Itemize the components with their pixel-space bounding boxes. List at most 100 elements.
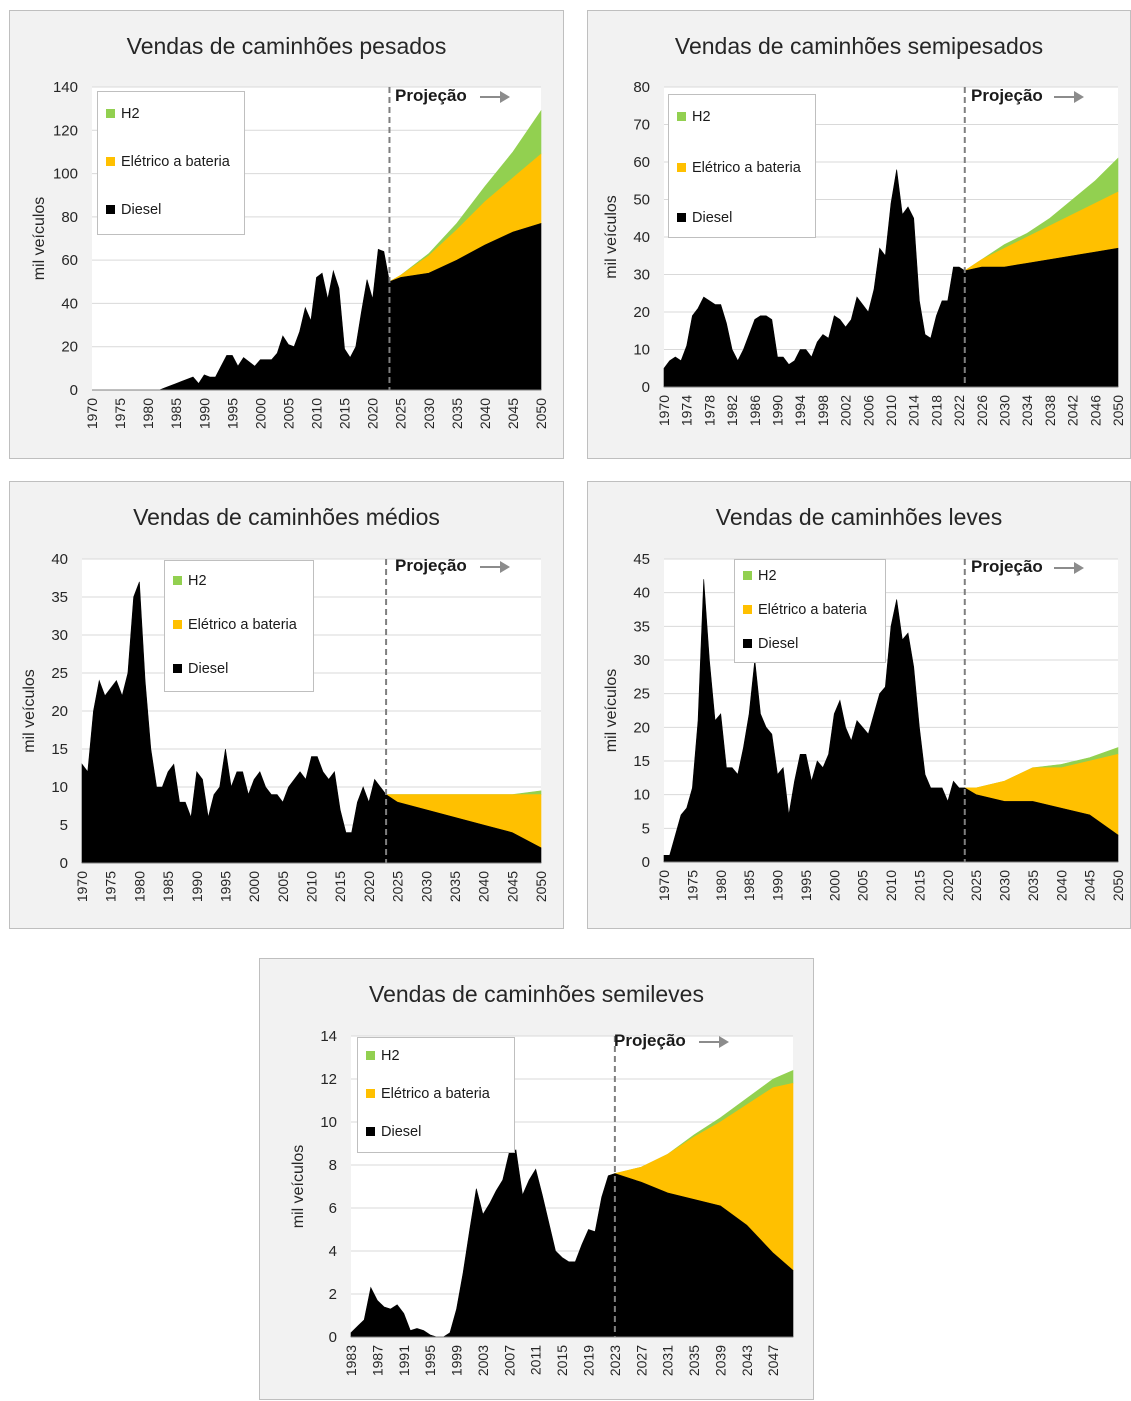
legend-swatch-h2 xyxy=(677,111,686,121)
legend-swatch-eletrico xyxy=(743,604,752,614)
y-tick-label: 15 xyxy=(51,741,68,758)
legend-label-eletrico: Elétrico a bateria xyxy=(692,160,801,176)
x-tick-label: 2050 xyxy=(533,871,549,902)
x-tick-label: 2011 xyxy=(528,1345,544,1375)
legend-item-diesel: Diesel xyxy=(173,661,228,677)
legend-swatch-diesel xyxy=(366,1126,375,1136)
x-tick-label: 1982 xyxy=(724,395,740,426)
x-tick-label: 2014 xyxy=(906,395,922,426)
x-tick-label: 2030 xyxy=(418,871,434,902)
x-tick-label: 2050 xyxy=(1110,870,1126,901)
x-tick-label: 1995 xyxy=(798,870,814,901)
legend-swatch-eletrico xyxy=(677,162,686,172)
projection-arrow-icon xyxy=(1054,91,1084,103)
legend-swatch-h2 xyxy=(743,570,752,580)
y-tick-label: 4 xyxy=(329,1243,337,1260)
y-tick-label: 45 xyxy=(633,551,650,568)
x-tick-label: 2019 xyxy=(580,1345,596,1376)
x-tick-label: 1999 xyxy=(449,1345,465,1376)
x-tick-label: 1970 xyxy=(656,870,672,901)
y-tick-label: 60 xyxy=(61,252,78,269)
x-tick-label: 2015 xyxy=(554,1345,570,1376)
legend-label-h2: H2 xyxy=(188,573,207,589)
x-tick-label: 2015 xyxy=(337,398,353,429)
y-axis-label: mil veículos xyxy=(603,669,620,753)
x-tick-label: 2005 xyxy=(275,871,291,902)
legend-swatch-diesel xyxy=(677,212,686,222)
x-tick-label: 1987 xyxy=(369,1345,385,1376)
chart-panel-semipesados: Vendas de caminhões semipesados 0 10 20 30 4… xyxy=(587,10,1131,459)
legend-item-h2: H2 xyxy=(173,573,207,589)
x-tick-label: 1985 xyxy=(168,398,184,429)
chart-legend: H2 Elétrico a bateria Diesel xyxy=(668,94,816,238)
chart-title: Vendas de caminhões médios xyxy=(133,504,440,530)
x-tick-label: 2035 xyxy=(449,398,465,429)
x-tick-label: 1970 xyxy=(84,398,100,429)
x-tick-label: 1990 xyxy=(770,395,786,426)
x-tick-label: 2050 xyxy=(1110,395,1126,426)
x-tick-label: 1985 xyxy=(741,870,757,901)
legend-label-eletrico: Elétrico a bateria xyxy=(381,1086,490,1102)
x-tick-label: 1994 xyxy=(792,395,808,426)
y-tick-label: 70 xyxy=(633,117,650,134)
x-tick-label: 1986 xyxy=(747,395,763,426)
x-tick-label: 1995 xyxy=(217,871,233,902)
y-tick-label: 10 xyxy=(51,779,68,796)
y-tick-label: 0 xyxy=(329,1329,337,1346)
x-tick-label: 2010 xyxy=(883,870,899,901)
projection-label: Projeção xyxy=(971,86,1043,105)
y-tick-label: 6 xyxy=(329,1200,337,1217)
chart-panel-semileves: Vendas de caminhões semileves 0 2 4 6 8 10 12 1… xyxy=(259,958,814,1400)
chart-plot: 0 2 4 6 8 10 12 14 1983 1987 1991 1995 1999 2003 2007 2… xyxy=(290,1028,794,1376)
projection-label: Projeção xyxy=(971,557,1043,576)
x-tick-label: 2023 xyxy=(607,1345,623,1376)
x-tick-label: 2040 xyxy=(1053,870,1069,901)
chart-panel-leves: Vendas de caminhões leves 0 5 10 15 20 25 30 35… xyxy=(587,481,1131,929)
chart-panel-pesados: Vendas de caminhões pesados 0 20 40 60 80 100… xyxy=(9,10,564,459)
x-tick-label: 1998 xyxy=(815,395,831,426)
y-tick-label: 15 xyxy=(633,753,650,770)
x-tick-label: 2040 xyxy=(476,871,492,902)
legend-item-h2: H2 xyxy=(677,109,711,125)
y-tick-label: 40 xyxy=(61,295,78,312)
x-tick-label: 2046 xyxy=(1087,395,1103,426)
chart-title: Vendas de caminhões semileves xyxy=(369,981,704,1007)
x-tick-label: 2010 xyxy=(883,395,899,426)
legend-swatch-diesel xyxy=(173,663,182,673)
x-tick-label: 2043 xyxy=(739,1345,755,1376)
legend-swatch-eletrico xyxy=(106,156,115,166)
legend-swatch-h2 xyxy=(173,575,182,585)
y-axis-label: mil veículos xyxy=(603,195,620,279)
y-axis-label: mil veículos xyxy=(21,669,38,753)
y-tick-label: 20 xyxy=(633,304,650,321)
x-tick-label: 1978 xyxy=(701,395,717,426)
projection-label: Projeção xyxy=(614,1031,686,1050)
legend-label-diesel: Diesel xyxy=(121,202,162,218)
y-tick-label: 25 xyxy=(51,665,68,682)
chart-panel-medios: Vendas de caminhões médios 0 5 10 15 20 25 30 3… xyxy=(9,481,564,929)
x-tick-label: 2045 xyxy=(505,398,521,429)
y-tick-label: 80 xyxy=(633,79,650,96)
y-tick-label: 100 xyxy=(53,166,78,183)
x-tick-label: 2025 xyxy=(968,870,984,901)
y-tick-label: 0 xyxy=(642,854,650,871)
y-tick-label: 0 xyxy=(70,382,78,399)
x-tick-label: 2042 xyxy=(1065,395,1081,426)
y-tick-label: 30 xyxy=(633,652,650,669)
x-tick-label: 1975 xyxy=(684,870,700,901)
chart-legend: H2 Elétrico a bateria Diesel xyxy=(164,560,314,692)
x-tick-label: 1990 xyxy=(196,398,212,429)
legend-swatch-eletrico xyxy=(366,1088,375,1098)
x-tick-label: 2038 xyxy=(1042,395,1058,426)
x-tick-label: 2045 xyxy=(504,871,520,902)
legend-swatch-diesel xyxy=(106,204,115,214)
x-tick-label: 2030 xyxy=(997,395,1013,426)
y-tick-label: 40 xyxy=(51,551,68,568)
y-tick-label: 20 xyxy=(51,703,68,720)
x-tick-label: 2035 xyxy=(447,871,463,902)
y-tick-label: 14 xyxy=(320,1028,337,1045)
x-tick-label: 2030 xyxy=(997,870,1013,901)
legend-swatch-diesel xyxy=(743,638,752,648)
